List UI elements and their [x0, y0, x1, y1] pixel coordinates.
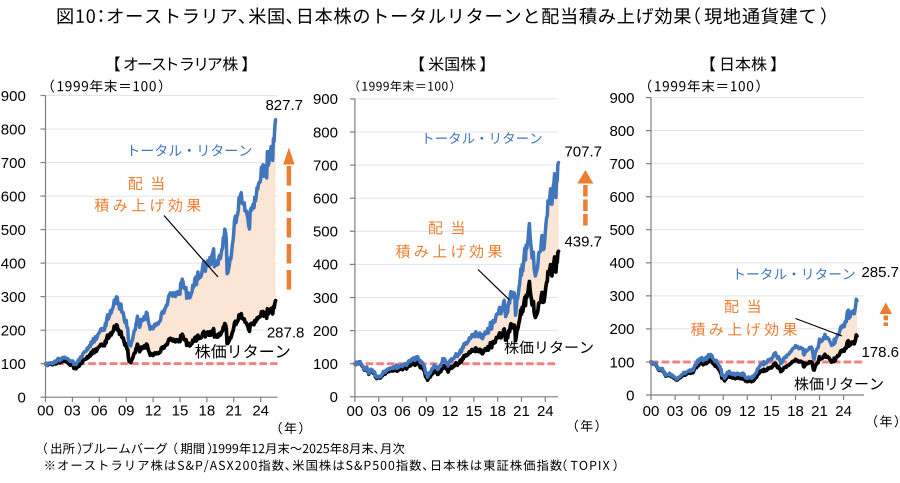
svg-text:12: 12 — [442, 403, 459, 420]
svg-text:12: 12 — [145, 403, 162, 420]
svg-text:500: 500 — [609, 222, 634, 239]
svg-text:18: 18 — [199, 403, 216, 420]
svg-text:100: 100 — [313, 356, 338, 373]
svg-text:300: 300 — [609, 288, 634, 305]
svg-text:200: 200 — [313, 323, 338, 340]
svg-text:03: 03 — [370, 403, 387, 420]
svg-text:0: 0 — [626, 387, 634, 404]
svg-text:800: 800 — [313, 124, 338, 141]
svg-text:600: 600 — [313, 191, 338, 208]
svg-text:03: 03 — [667, 403, 684, 420]
svg-text:200: 200 — [609, 321, 634, 338]
svg-text:300: 300 — [1, 289, 26, 306]
svg-text:439.7: 439.7 — [564, 233, 602, 250]
svg-text:700: 700 — [1, 155, 26, 172]
svg-text:200: 200 — [1, 322, 26, 339]
svg-text:800: 800 — [1, 121, 26, 138]
svg-text:707.7: 707.7 — [564, 143, 602, 160]
svg-text:400: 400 — [313, 257, 338, 274]
svg-text:21: 21 — [513, 403, 530, 420]
svg-text:400: 400 — [609, 255, 634, 272]
svg-text:06: 06 — [394, 403, 411, 420]
svg-text:24: 24 — [537, 403, 554, 420]
svg-text:0: 0 — [330, 389, 338, 406]
svg-text:15: 15 — [172, 403, 189, 420]
svg-text:06: 06 — [91, 403, 108, 420]
svg-text:800: 800 — [609, 123, 634, 140]
svg-text:15: 15 — [466, 403, 483, 420]
svg-text:09: 09 — [118, 403, 135, 420]
svg-text:00: 00 — [347, 403, 364, 420]
svg-text:21: 21 — [225, 403, 242, 420]
svg-text:500: 500 — [313, 224, 338, 241]
svg-text:500: 500 — [1, 222, 26, 239]
svg-text:24: 24 — [252, 403, 269, 420]
svg-text:15: 15 — [763, 403, 780, 420]
svg-text:900: 900 — [313, 91, 338, 108]
svg-text:827.7: 827.7 — [265, 97, 303, 114]
svg-text:18: 18 — [489, 403, 506, 420]
svg-text:300: 300 — [313, 290, 338, 307]
svg-text:0: 0 — [17, 390, 25, 407]
svg-text:600: 600 — [1, 188, 26, 205]
svg-text:900: 900 — [609, 90, 634, 107]
svg-text:09: 09 — [715, 403, 732, 420]
svg-text:100: 100 — [609, 354, 634, 371]
svg-text:400: 400 — [1, 255, 26, 272]
svg-text:287.8: 287.8 — [267, 324, 305, 341]
svg-text:21: 21 — [811, 403, 828, 420]
svg-text:900: 900 — [1, 88, 26, 105]
svg-text:24: 24 — [835, 403, 852, 420]
svg-text:285.7: 285.7 — [861, 264, 899, 281]
svg-text:03: 03 — [64, 403, 81, 420]
svg-text:18: 18 — [787, 403, 804, 420]
svg-text:06: 06 — [691, 403, 708, 420]
svg-text:00: 00 — [37, 403, 54, 420]
svg-text:12: 12 — [739, 403, 756, 420]
svg-text:09: 09 — [418, 403, 435, 420]
svg-text:700: 700 — [609, 156, 634, 173]
svg-text:600: 600 — [609, 189, 634, 206]
svg-text:100: 100 — [1, 356, 26, 373]
svg-text:00: 00 — [643, 403, 660, 420]
svg-text:178.6: 178.6 — [861, 344, 899, 361]
svg-text:700: 700 — [313, 157, 338, 174]
